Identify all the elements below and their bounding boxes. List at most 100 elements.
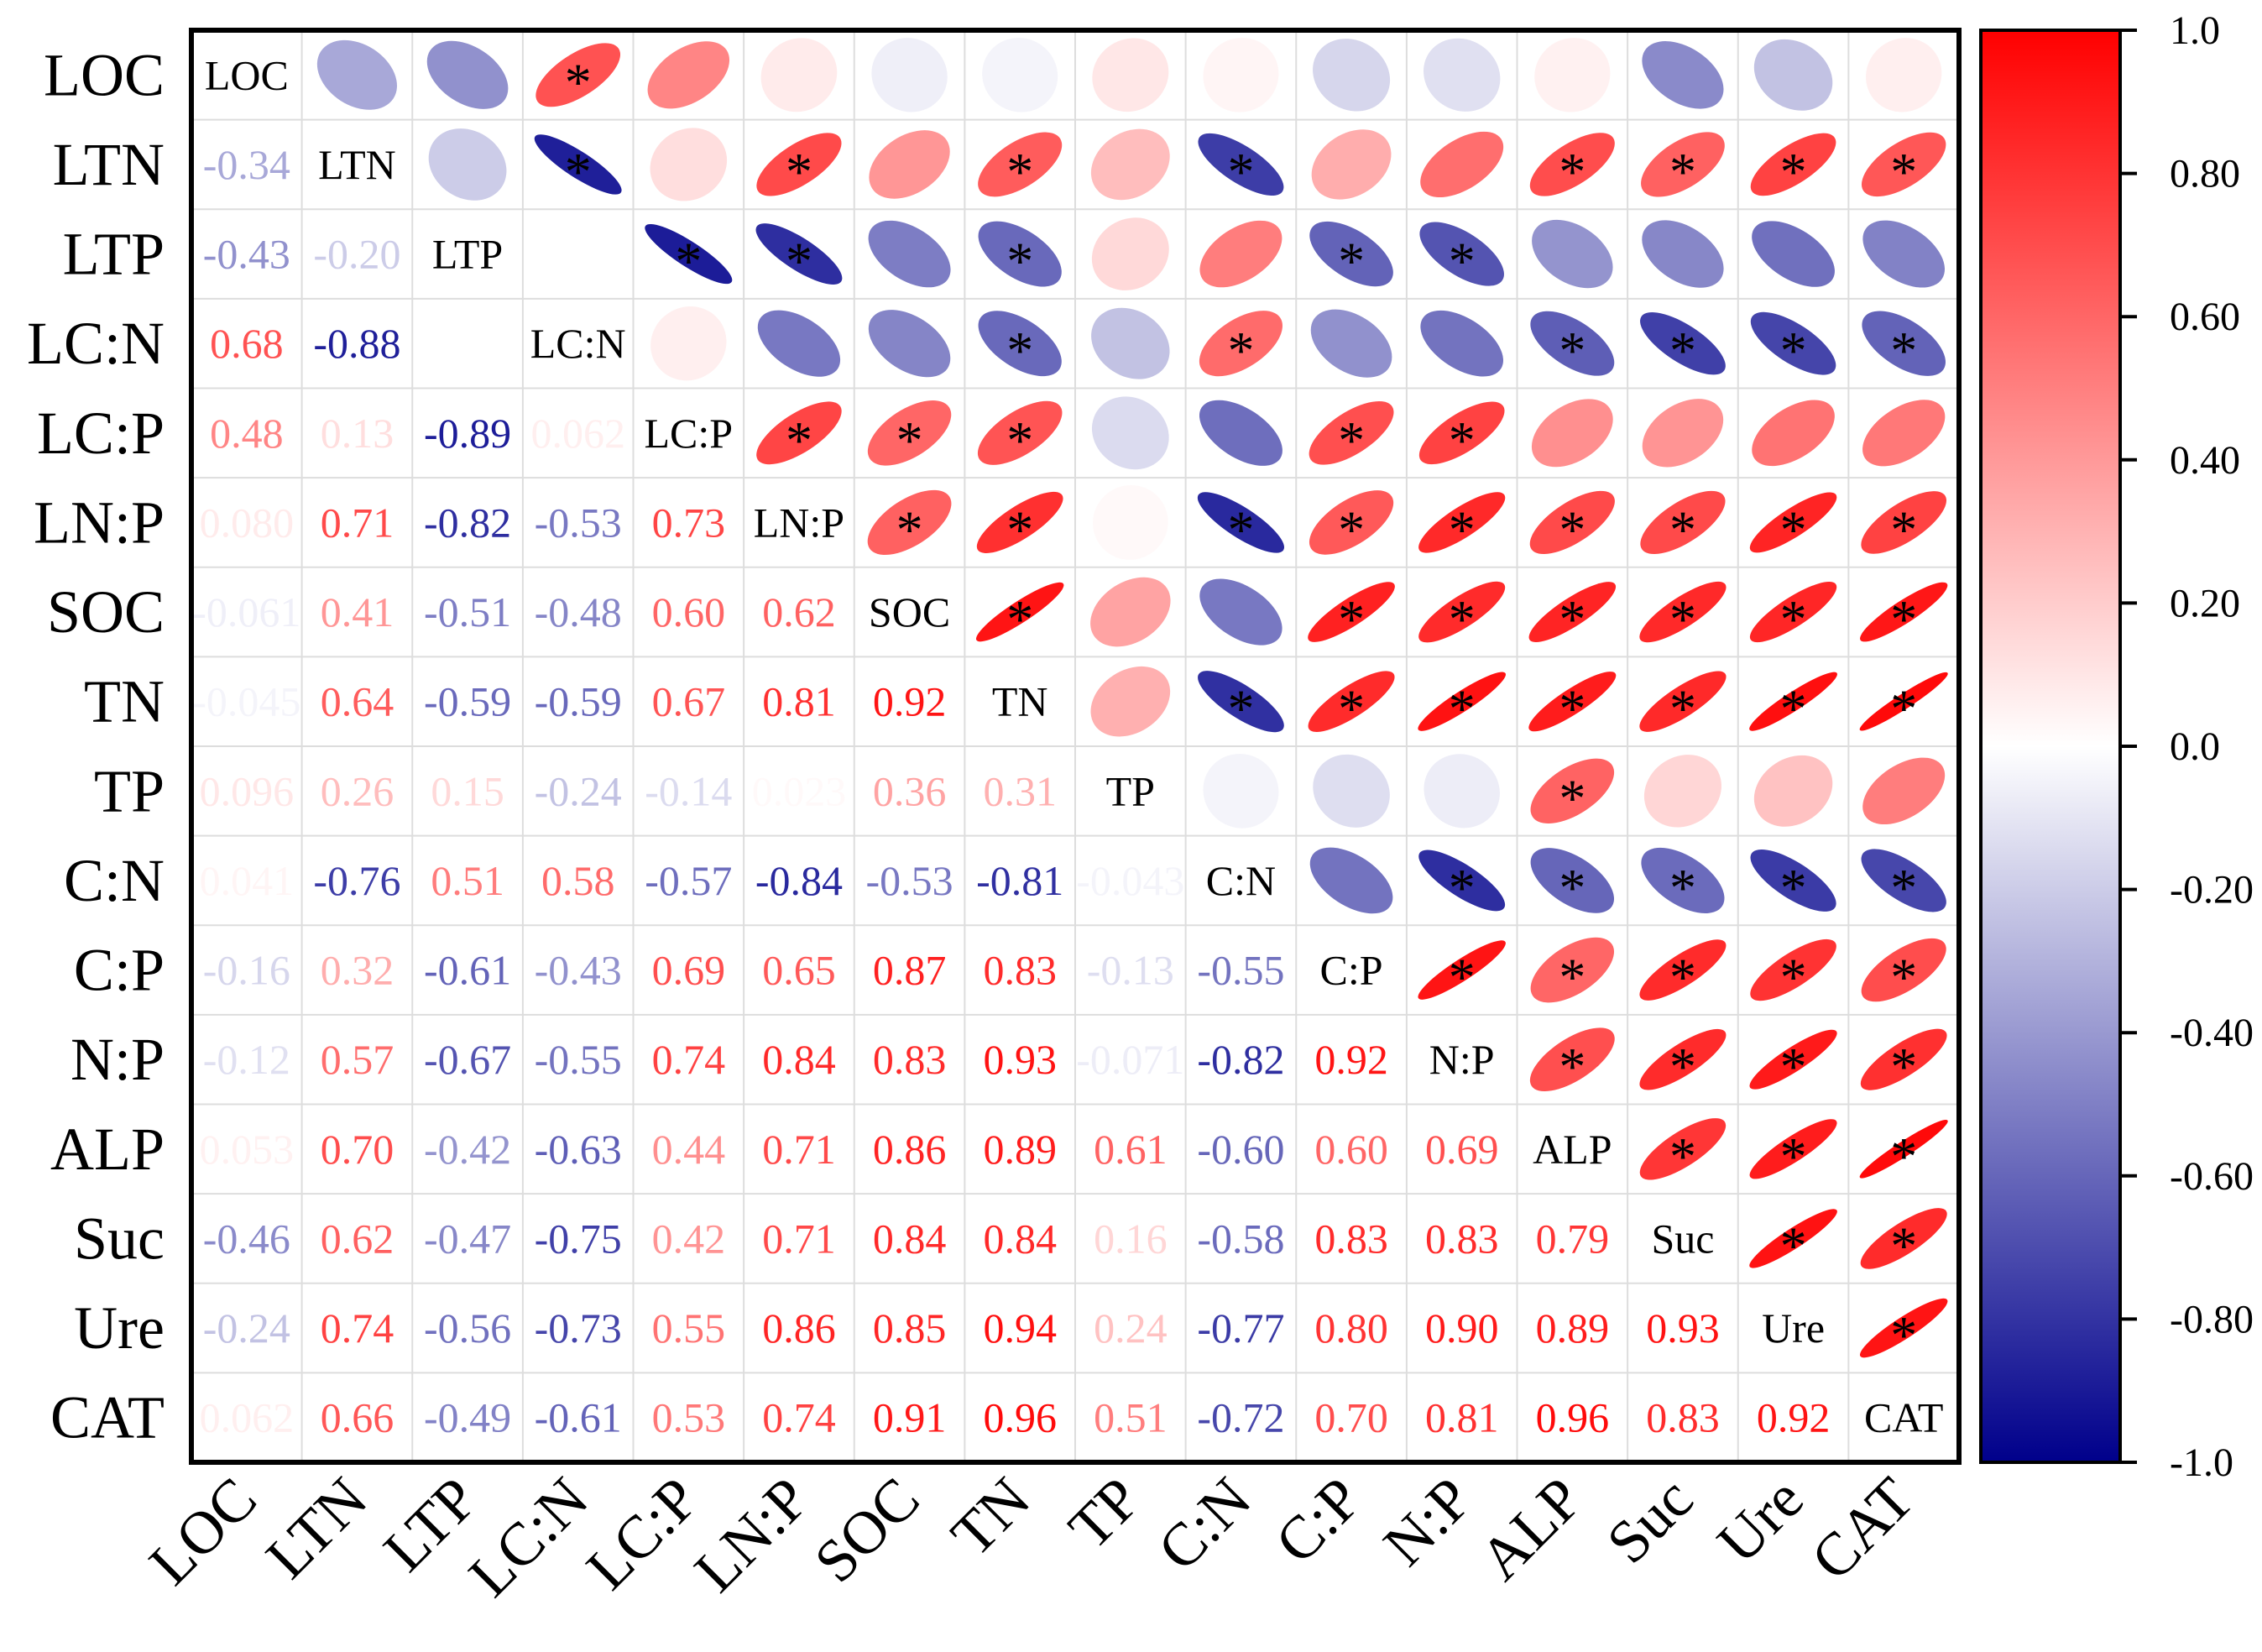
correlation-value: 0.24 <box>1094 1304 1168 1351</box>
correlation-value: -0.24 <box>203 1304 290 1351</box>
correlation-value: -0.46 <box>203 1215 290 1262</box>
diagonal-label: C:P <box>1320 947 1383 994</box>
correlation-value: -0.81 <box>976 857 1063 904</box>
correlation-value: 0.67 <box>652 678 726 725</box>
correlation-ellipse <box>1642 41 1724 109</box>
significance-star: * <box>1449 499 1476 559</box>
correlation-value: 0.73 <box>652 499 726 546</box>
significance-star: * <box>1006 499 1033 559</box>
correlation-ellipse <box>1860 1208 1947 1269</box>
significance-star: * <box>1780 948 1807 1007</box>
correlation-value: 0.83 <box>983 947 1057 994</box>
correlation-value: -0.59 <box>424 678 511 725</box>
significance-star: * <box>1559 589 1585 649</box>
correlation-ellipse <box>867 489 952 556</box>
correlation-ellipse <box>1418 850 1506 912</box>
significance-star: * <box>1780 1215 1807 1275</box>
correlation-ellipse <box>1640 490 1726 555</box>
correlation-value: 0.36 <box>873 767 947 814</box>
correlation-ellipse <box>1750 849 1836 912</box>
significance-star: * <box>1669 1037 1696 1096</box>
column-label: TP <box>1056 1465 1153 1562</box>
correlation-ellipse <box>1749 1029 1837 1090</box>
correlation-value: -0.76 <box>313 857 400 904</box>
row-label: TN <box>84 668 165 735</box>
diagonal-label: LN:P <box>754 499 844 546</box>
correlation-ellipse <box>426 40 509 109</box>
significance-star: * <box>1890 1127 1917 1186</box>
colorbar-tick-label: -0.80 <box>2170 1297 2254 1341</box>
correlation-ellipse <box>1861 849 1946 912</box>
correlation-value: 0.31 <box>983 767 1057 814</box>
correlation-value: 0.84 <box>983 1215 1057 1262</box>
row-label: LOC <box>44 41 165 108</box>
correlation-ellipse <box>1418 672 1506 731</box>
correlation-value: -0.72 <box>1197 1394 1284 1441</box>
correlation-ellipse <box>978 132 1063 197</box>
correlation-value: 0.94 <box>983 1304 1057 1351</box>
correlation-ellipse <box>1860 582 1948 642</box>
correlation-value: 0.55 <box>652 1304 726 1351</box>
correlation-ellipse <box>1532 219 1613 289</box>
correlation-value: -0.55 <box>1197 947 1284 994</box>
correlation-value: 0.58 <box>541 857 615 904</box>
correlation-value: 0.080 <box>200 499 295 546</box>
correlation-value: -0.61 <box>535 1394 622 1441</box>
correlation-value: 0.42 <box>652 1215 726 1262</box>
correlation-ellipse <box>650 128 728 201</box>
correlation-ellipse <box>1639 939 1727 1001</box>
colorbar-tick-label: 0.20 <box>2170 581 2240 625</box>
row-label: TP <box>94 757 165 824</box>
correlation-value: 0.93 <box>1646 1304 1720 1351</box>
significance-star: * <box>1338 589 1365 649</box>
significance-star: * <box>1669 499 1696 559</box>
column-label: Suc <box>1594 1465 1706 1576</box>
significance-star: * <box>1559 948 1585 1007</box>
correlation-value: 0.71 <box>762 1126 836 1173</box>
correlation-value: 0.81 <box>762 678 836 725</box>
correlation-ellipse <box>1309 221 1393 287</box>
correlation-ellipse <box>1862 132 1946 197</box>
correlation-ellipse <box>1418 401 1505 465</box>
row-label: LTN <box>53 131 165 198</box>
correlation-ellipse <box>1862 311 1946 376</box>
correlation-ellipse <box>1419 222 1504 286</box>
correlation-value: -0.58 <box>1197 1215 1284 1262</box>
significance-star: * <box>1780 1127 1807 1186</box>
column-label: CAT <box>1799 1465 1927 1593</box>
significance-star: * <box>1890 679 1917 739</box>
significance-star: * <box>1559 679 1585 739</box>
correlation-ellipse <box>871 38 948 112</box>
correlation-value: 0.74 <box>321 1304 394 1351</box>
correlation-value: -0.24 <box>535 767 622 814</box>
correlation-value: 0.096 <box>200 767 295 814</box>
significance-star: * <box>565 142 592 201</box>
correlation-value: 0.53 <box>652 1394 726 1441</box>
correlation-ellipse <box>1861 491 1947 554</box>
significance-star: * <box>786 232 812 291</box>
correlation-value: -0.51 <box>424 588 511 635</box>
significance-star: * <box>1449 679 1476 739</box>
column-label: LOC <box>137 1465 269 1597</box>
significance-star: * <box>1669 679 1696 739</box>
significance-star: * <box>1780 858 1807 917</box>
significance-star: * <box>1559 499 1585 559</box>
significance-star: * <box>1890 589 1917 649</box>
correlation-value: -0.73 <box>535 1304 622 1351</box>
correlation-value: -0.59 <box>535 678 622 725</box>
correlation-ellipse <box>1640 312 1726 375</box>
correlation-value: -0.53 <box>865 857 953 904</box>
significance-star: * <box>1559 768 1585 828</box>
correlation-value: 0.90 <box>1425 1304 1499 1351</box>
correlation-ellipse <box>1199 578 1282 646</box>
correlation-ellipse <box>1862 220 1945 288</box>
correlation-ellipse <box>541 216 616 292</box>
significance-star: * <box>1006 232 1033 291</box>
row-label: LN:P <box>34 489 165 556</box>
correlation-value: 0.84 <box>873 1215 947 1262</box>
correlation-value: 0.48 <box>210 410 284 457</box>
correlation-ellipse <box>1752 400 1835 467</box>
significance-star: * <box>1780 679 1807 739</box>
correlation-ellipse <box>1859 1120 1948 1179</box>
